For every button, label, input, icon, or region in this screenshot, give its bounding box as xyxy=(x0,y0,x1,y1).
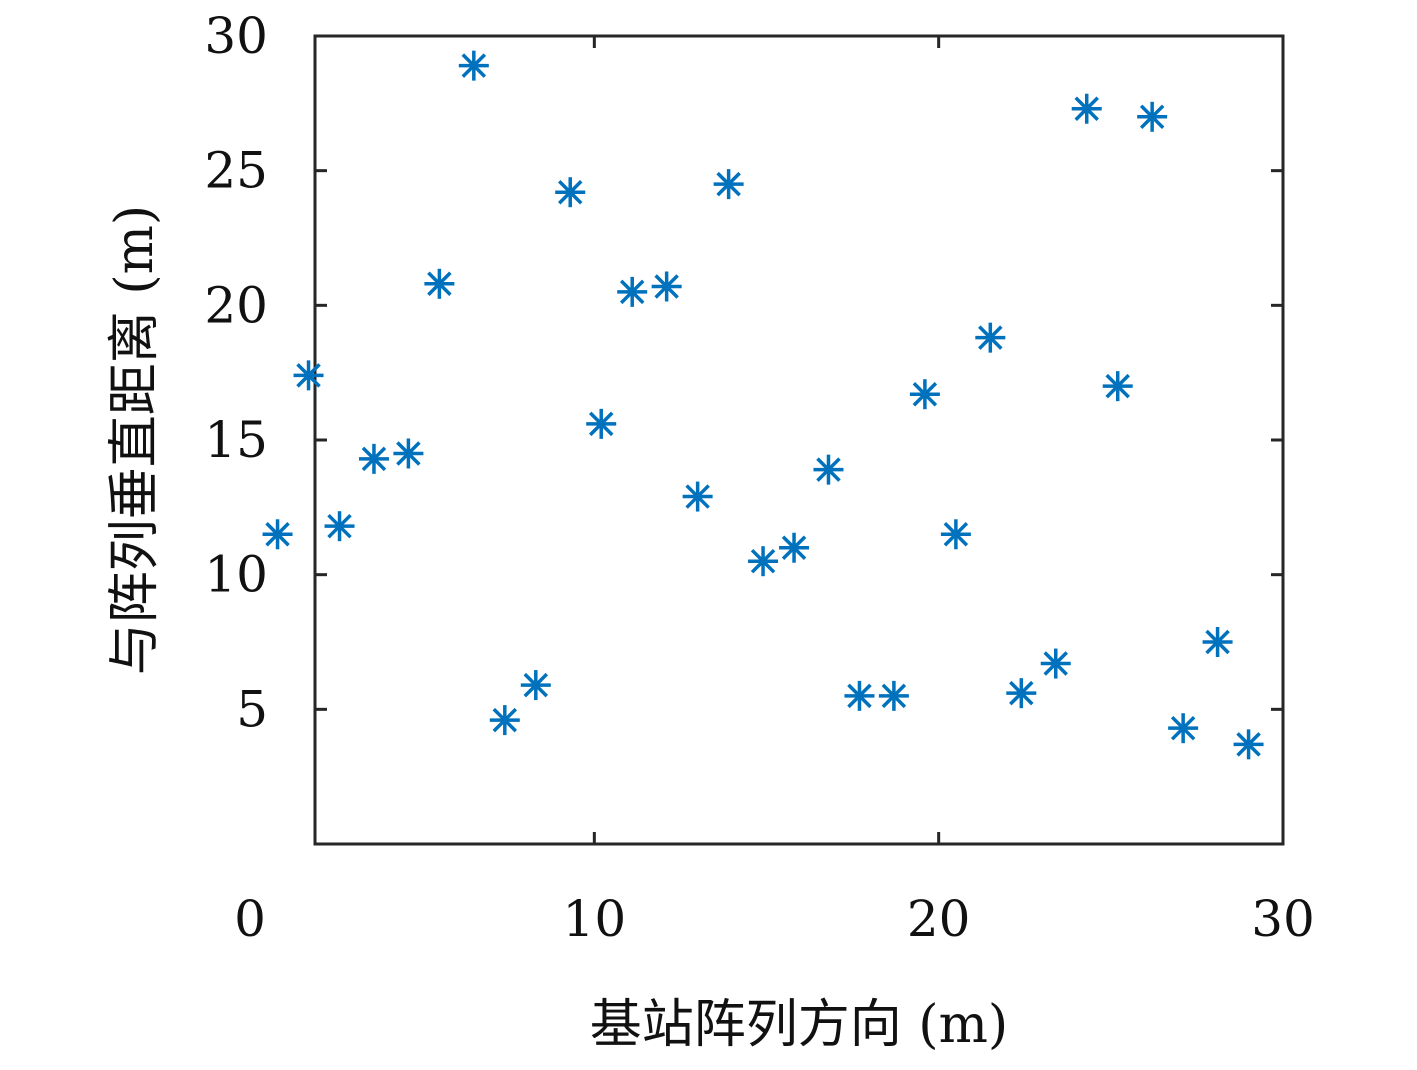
data-point xyxy=(844,680,875,711)
data-point xyxy=(1168,713,1199,744)
data-point xyxy=(262,519,293,550)
x-tick-label: 10 xyxy=(563,890,627,948)
data-point xyxy=(1233,729,1264,760)
data-point xyxy=(358,443,389,474)
data-point xyxy=(975,322,1006,353)
data-point xyxy=(813,454,844,485)
data-point xyxy=(748,546,779,577)
data-point xyxy=(1202,627,1233,657)
x-tick-label: 0 xyxy=(234,890,266,948)
data-point xyxy=(1006,678,1037,709)
x-axis-label: 基站阵列方向 (m) xyxy=(590,995,1008,1055)
y-axis: 5 10 15 20 25 30 xyxy=(204,7,1283,738)
data-point xyxy=(909,379,940,410)
data-point xyxy=(940,519,971,550)
data-point xyxy=(878,680,909,711)
data-point xyxy=(1071,93,1102,124)
data-point xyxy=(1137,101,1168,132)
data-point xyxy=(458,50,489,81)
data-point xyxy=(617,276,648,307)
y-tick-label: 30 xyxy=(204,7,268,65)
data-point xyxy=(586,408,617,439)
x-axis: 0 10 20 30 xyxy=(234,36,1315,948)
data-point xyxy=(520,670,551,701)
data-point xyxy=(1102,371,1133,402)
plot-area xyxy=(313,34,1285,846)
data-point xyxy=(682,481,713,512)
y-tick-label: 10 xyxy=(204,546,268,604)
y-tick-label: 15 xyxy=(204,411,268,469)
data-point xyxy=(1040,648,1071,679)
data-point xyxy=(779,532,810,563)
x-tick-label: 20 xyxy=(907,890,971,948)
x-tick-label: 30 xyxy=(1251,890,1315,948)
data-point xyxy=(424,268,455,299)
data-point xyxy=(489,705,520,736)
data-series xyxy=(262,50,1264,760)
y-tick-label: 25 xyxy=(204,142,268,200)
data-point xyxy=(293,360,324,391)
y-tick-label: 5 xyxy=(236,680,268,738)
data-point xyxy=(324,511,355,542)
data-point xyxy=(713,169,744,200)
data-point xyxy=(393,438,424,469)
y-tick-label: 20 xyxy=(204,276,268,334)
y-axis-label: 与阵列垂直距离 (m) xyxy=(105,205,165,675)
data-point xyxy=(555,177,586,208)
data-point xyxy=(651,271,682,302)
